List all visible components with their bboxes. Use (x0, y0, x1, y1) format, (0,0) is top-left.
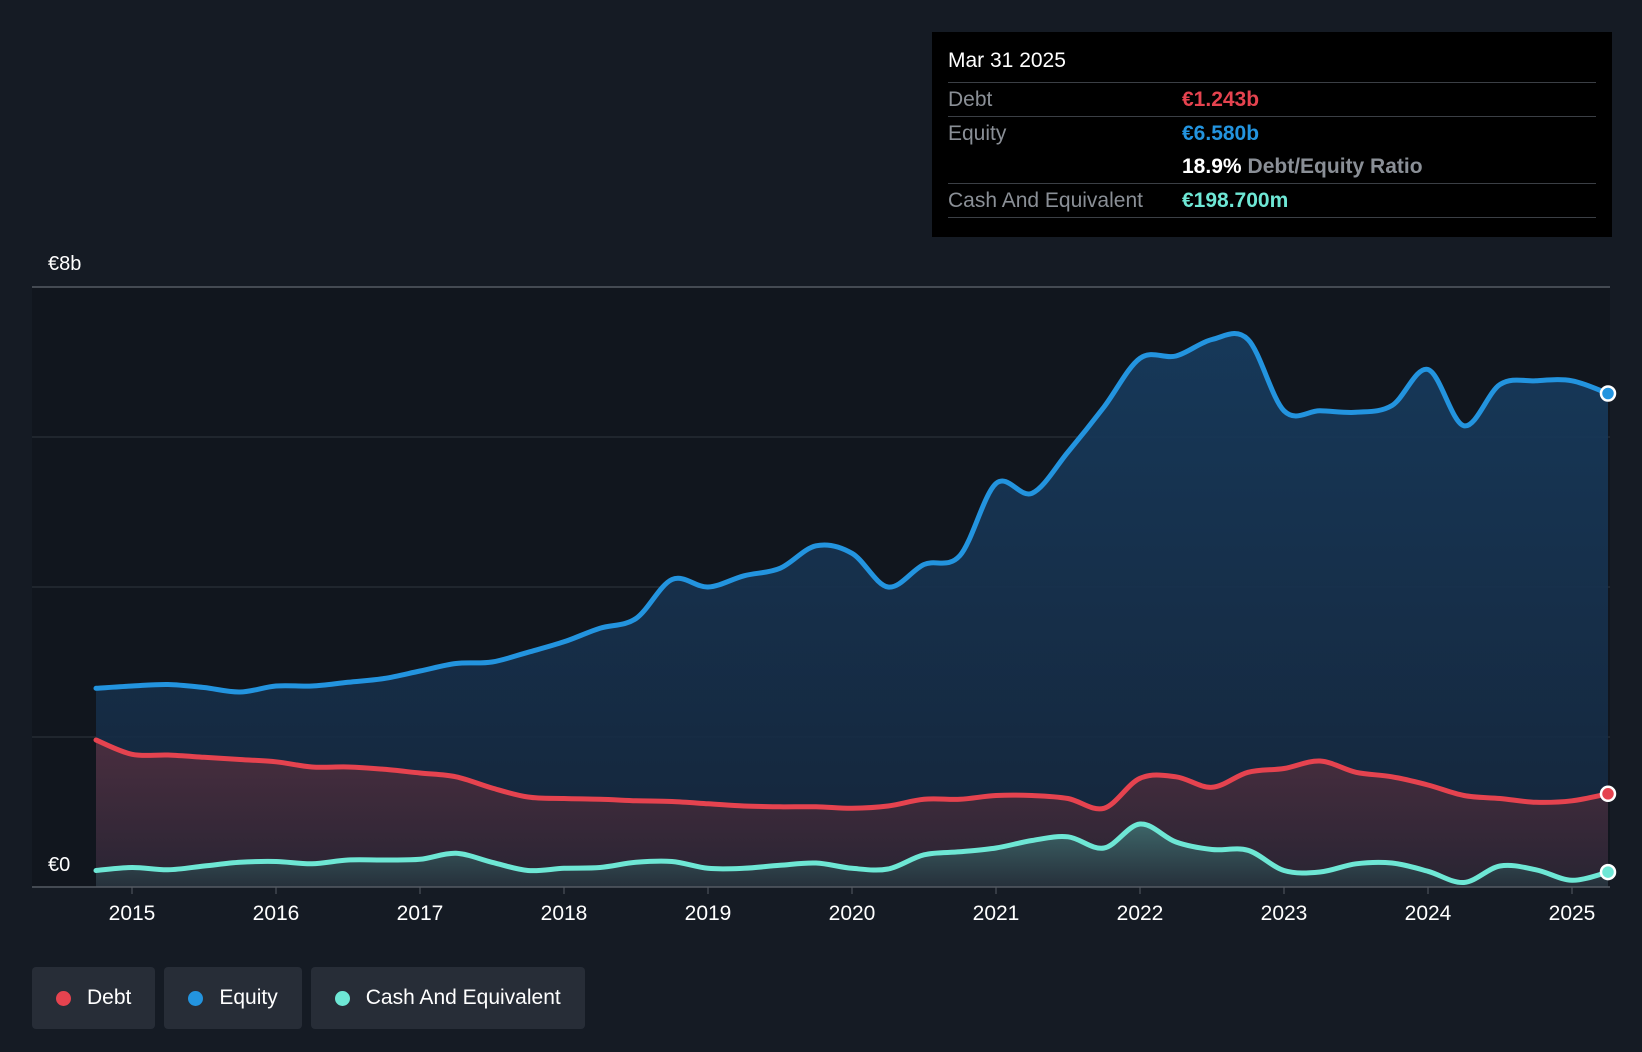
legend-equity-label: Equity (219, 986, 278, 1009)
cash-line (93, 821, 1611, 886)
legend-cash-label: Cash And Equivalent (365, 986, 561, 1009)
x-tick-label: 2021 (973, 902, 1020, 925)
cash-area (96, 823, 1608, 887)
x-tick-label: 2018 (541, 902, 588, 925)
tooltip-cash-label: Cash And Equivalent (948, 189, 1143, 212)
tooltip-equity-label: Equity (948, 122, 1007, 145)
tooltip-cash-row: Cash And Equivalent €198.700m (948, 184, 1596, 218)
cash-dot-icon (334, 990, 350, 1006)
series-lines (93, 331, 1611, 886)
tooltip-ratio-value: 18.9% (1182, 155, 1242, 178)
cash-end-marker (1599, 863, 1617, 881)
tooltip-date: Mar 31 2025 (948, 46, 1596, 83)
x-tick-label: 2025 (1549, 902, 1596, 925)
axes: 2015 2016 2017 2018 2019 2020 2021 2022 2023 2024… (32, 253, 1610, 925)
legend-item-debt[interactable]: Debt (32, 967, 156, 1029)
x-tick-label: 2016 (253, 902, 300, 925)
tooltip-ratio-label: Debt/Equity Ratio (1247, 155, 1423, 178)
tooltip-cash-value: €198.700m (1182, 189, 1289, 212)
debt-dot-icon (56, 990, 71, 1006)
end-markers (1599, 385, 1617, 881)
x-tick-label: 2020 (829, 902, 876, 925)
x-tick-label: 2023 (1261, 902, 1308, 925)
tooltip-debt-row: Debt €1.243b (948, 83, 1596, 117)
legend-item-cash[interactable]: Cash And Equivalent (310, 967, 585, 1029)
equity-line (93, 331, 1611, 695)
x-tick-label: 2015 (109, 902, 156, 925)
y-axis-min-label: €0 (48, 854, 70, 876)
equity-dot-icon (188, 990, 204, 1006)
x-tick-label: 2019 (685, 902, 732, 925)
equity-end-marker (1599, 385, 1617, 402)
legend-item-equity[interactable]: Equity (164, 967, 302, 1029)
legend: Debt Equity Cash And Equivalent (32, 967, 585, 1029)
tooltip-debt-label: Debt (948, 88, 993, 111)
x-tick-label: 2022 (1117, 902, 1164, 925)
debt-end-marker (1599, 785, 1617, 803)
x-tick-label: 2024 (1405, 902, 1452, 925)
equity-area (96, 333, 1608, 887)
tooltip-equity-row: Equity €6.580b (948, 117, 1596, 150)
tooltip-equity-value: €6.580b (1182, 122, 1260, 145)
tooltip-debt-value: €1.243b (1182, 88, 1260, 111)
debt-line (93, 737, 1611, 812)
tooltip: Mar 31 2025 Debt €1.243b Equity €6.580b … (932, 32, 1612, 237)
legend-debt-label: Debt (87, 986, 132, 1009)
tooltip-ratio-row: 18.9% Debt/Equity Ratio (948, 150, 1596, 184)
y-axis-max-label: €8b (48, 253, 81, 275)
x-tick-label: 2017 (397, 902, 444, 925)
